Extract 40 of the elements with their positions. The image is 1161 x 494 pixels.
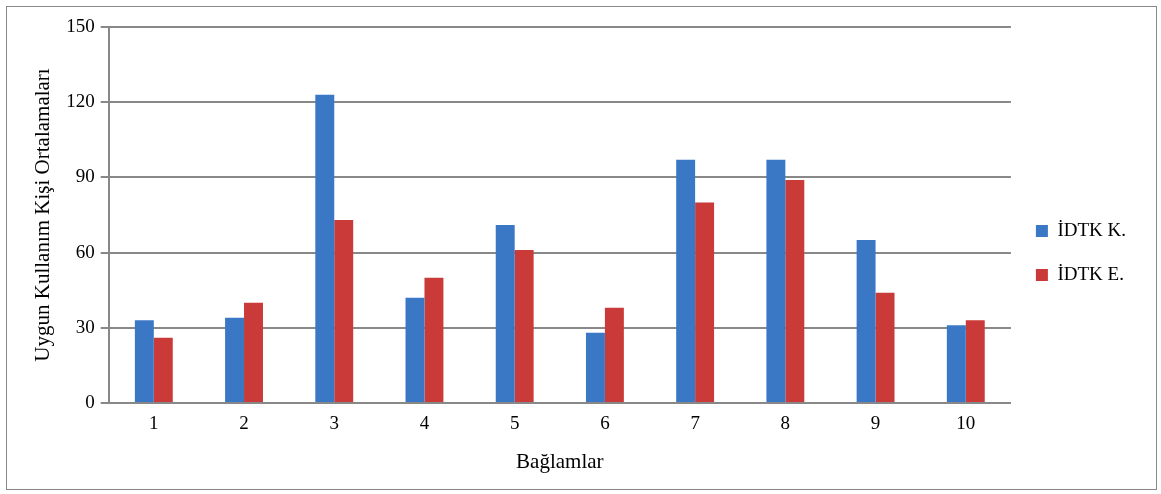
y-axis-title: Uygun Kullanım Kişi Ortalamaları xyxy=(30,68,55,362)
x-tick-label: 10 xyxy=(956,412,976,434)
x-axis-title: Bağlamlar xyxy=(516,448,604,473)
legend-label: İDTK E. xyxy=(1057,262,1124,284)
x-tick-label: 3 xyxy=(329,412,339,434)
bar xyxy=(315,94,335,402)
y-tick-label: 150 xyxy=(66,14,95,36)
bar xyxy=(244,302,263,402)
bar xyxy=(334,220,354,402)
x-tick-label: 4 xyxy=(419,412,430,434)
bar xyxy=(695,202,715,402)
y-tick-label: 30 xyxy=(75,315,95,337)
bar xyxy=(946,325,966,402)
bar xyxy=(153,337,173,402)
bar xyxy=(495,225,515,402)
bar xyxy=(785,179,805,402)
bar xyxy=(514,250,534,402)
bar xyxy=(134,320,154,402)
bar xyxy=(424,277,444,402)
y-tick-label: 120 xyxy=(66,90,95,112)
bar xyxy=(676,159,696,402)
x-tick-label: 8 xyxy=(780,412,791,434)
x-tick-label: 6 xyxy=(600,412,610,434)
bar xyxy=(766,159,786,402)
bar xyxy=(875,292,895,402)
bar xyxy=(856,240,876,402)
bar xyxy=(225,317,245,402)
legend-label: İDTK K. xyxy=(1057,218,1127,240)
bar xyxy=(405,297,425,402)
x-tick-label: 7 xyxy=(690,412,700,434)
bar xyxy=(965,320,985,402)
x-tick-label: 2 xyxy=(239,412,249,434)
x-tick-label: 5 xyxy=(509,412,520,434)
bar xyxy=(585,332,605,402)
x-tick-label: 9 xyxy=(870,412,881,434)
y-tick-label: 0 xyxy=(85,390,95,412)
y-tick-label: 90 xyxy=(75,165,95,187)
x-tick-label: 1 xyxy=(149,412,159,434)
bar xyxy=(604,307,624,402)
y-tick-label: 60 xyxy=(75,240,95,262)
